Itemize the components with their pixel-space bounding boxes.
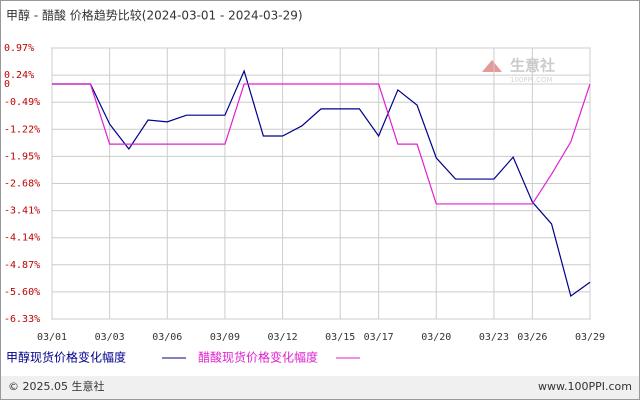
y-tick-label: -5.60%	[4, 287, 40, 298]
legend: 甲醇现货价格变化幅度 醋酸现货价格变化幅度	[6, 350, 360, 365]
x-tick-label: 03/20	[421, 332, 451, 343]
chart-title: 甲醇 - 醋酸 价格趋势比较(2024-03-01 - 2024-03-29)	[6, 8, 303, 23]
legend-label: 醋酸现货价格变化幅度	[198, 350, 318, 365]
y-tick-label: -4.87%	[4, 260, 40, 271]
x-tick-label: 03/23	[479, 332, 509, 343]
y-tick-label: 0.97%	[4, 43, 34, 54]
y-tick-label: 0.24%	[4, 70, 34, 81]
watermark-site: 100PPI.COM	[510, 76, 553, 84]
y-tick-label: -3.41%	[4, 206, 40, 217]
legend-label: 甲醇现货价格变化幅度	[6, 350, 126, 365]
x-tick-label: 03/12	[268, 332, 298, 343]
y-tick-label: -2.68%	[4, 179, 40, 190]
x-tick-label: 03/29	[575, 332, 605, 343]
series-line	[52, 83, 591, 205]
x-tick-label: 03/06	[152, 332, 182, 343]
y-tick-label: -0.49%	[4, 97, 40, 108]
y-tick-label: -6.33%	[4, 314, 40, 325]
x-tick-label: 03/17	[364, 332, 394, 343]
footer-bar	[1, 376, 639, 399]
x-tick-label: 03/01	[37, 332, 67, 343]
x-tick-label: 03/15	[325, 332, 355, 343]
y-tick-label: 0	[4, 79, 10, 90]
series-line	[52, 69, 591, 297]
x-tick-label: 03/26	[517, 332, 547, 343]
footer-right: www.100PPI.com	[538, 380, 632, 393]
y-tick-label: -4.14%	[4, 233, 40, 244]
y-tick-label: -1.95%	[4, 151, 40, 162]
watermark-icon	[482, 60, 502, 72]
x-tick-label: 03/09	[210, 332, 240, 343]
x-tick-label: 03/03	[95, 332, 125, 343]
y-tick-label: -1.22%	[4, 124, 40, 135]
footer-left: © 2025.05 生意社	[8, 379, 104, 393]
